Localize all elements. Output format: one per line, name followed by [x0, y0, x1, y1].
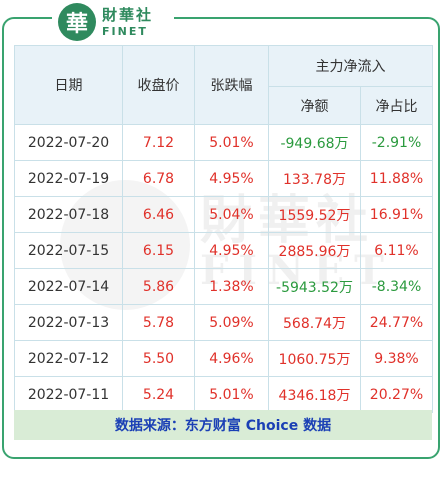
cell-net-ratio: 6.11% [360, 232, 433, 269]
table-body: 2022-07-20 7.12 5.01% -949.68万 -2.91% 2022-07… [14, 124, 433, 413]
cell-date: 2022-07-14 [14, 268, 123, 305]
cell-date: 2022-07-11 [14, 376, 123, 413]
table-row: 2022-07-14 5.86 1.38% -5943.52万 -8.34% [14, 268, 433, 305]
cell-net-ratio: -8.34% [360, 268, 433, 305]
cell-date: 2022-07-18 [14, 196, 123, 233]
table-row: 2022-07-20 7.12 5.01% -949.68万 -2.91% [14, 124, 433, 161]
cell-net-amount: 1559.52万 [268, 196, 361, 233]
cell-date: 2022-07-20 [14, 124, 123, 161]
brand-name-cn: 財華社 [102, 5, 154, 24]
cell-net-ratio: 16.91% [360, 196, 433, 233]
header-net-amount: 净额 [268, 86, 361, 125]
cell-change: 5.09% [194, 304, 269, 341]
cell-close: 5.24 [122, 376, 195, 413]
cell-close: 6.15 [122, 232, 195, 269]
table-row: 2022-07-13 5.78 5.09% 568.74万 24.77% [14, 304, 433, 341]
brand-text: 財華社 FINET [102, 5, 154, 38]
cell-change: 4.96% [194, 340, 269, 377]
cell-change: 1.38% [194, 268, 269, 305]
cell-change: 5.01% [194, 376, 269, 413]
table-row: 2022-07-18 6.46 5.04% 1559.52万 16.91% [14, 196, 433, 233]
table-row: 2022-07-19 6.78 4.95% 133.78万 11.88% [14, 160, 433, 197]
cell-close: 6.78 [122, 160, 195, 197]
cell-net-amount: -5943.52万 [268, 268, 361, 305]
cell-close: 5.86 [122, 268, 195, 305]
cell-date: 2022-07-19 [14, 160, 123, 197]
cell-net-amount: 4346.18万 [268, 376, 361, 413]
cell-date: 2022-07-15 [14, 232, 123, 269]
cell-net-ratio: -2.91% [360, 124, 433, 161]
cell-change: 5.04% [194, 196, 269, 233]
fund-flow-table: 日期 收盘价 张跌幅 主力净流入 净额 净占比 2022-07-20 7.12 5.… [14, 45, 433, 413]
cell-net-amount: 568.74万 [268, 304, 361, 341]
brand-logo: 華 財華社 FINET [52, 0, 174, 44]
cell-net-amount: -949.68万 [268, 124, 361, 161]
cell-date: 2022-07-13 [14, 304, 123, 341]
data-source-note: 数据来源：东方财富 Choice 数据 [14, 410, 432, 440]
cell-net-ratio: 24.77% [360, 304, 433, 341]
cell-close: 7.12 [122, 124, 195, 161]
cell-net-ratio: 20.27% [360, 376, 433, 413]
cell-net-amount: 1060.75万 [268, 340, 361, 377]
header-main-flow: 主力净流入 [268, 45, 433, 87]
cell-net-amount: 133.78万 [268, 160, 361, 197]
header-net-ratio: 净占比 [360, 86, 433, 125]
cell-net-ratio: 11.88% [360, 160, 433, 197]
cell-net-amount: 2885.96万 [268, 232, 361, 269]
table-row: 2022-07-11 5.24 5.01% 4346.18万 20.27% [14, 376, 433, 413]
cell-close: 5.78 [122, 304, 195, 341]
cell-close: 6.46 [122, 196, 195, 233]
cell-change: 4.95% [194, 232, 269, 269]
cell-date: 2022-07-12 [14, 340, 123, 377]
header-change: 张跌幅 [194, 45, 269, 125]
header-close: 收盘价 [122, 45, 195, 125]
brand-name-en: FINET [102, 24, 148, 38]
cell-change: 5.01% [194, 124, 269, 161]
cell-close: 5.50 [122, 340, 195, 377]
cell-net-ratio: 9.38% [360, 340, 433, 377]
brand-badge-icon: 華 [58, 3, 96, 41]
table-row: 2022-07-15 6.15 4.95% 2885.96万 6.11% [14, 232, 433, 269]
table-row: 2022-07-12 5.50 4.96% 1060.75万 9.38% [14, 340, 433, 377]
cell-change: 4.95% [194, 160, 269, 197]
header-date: 日期 [14, 45, 123, 125]
